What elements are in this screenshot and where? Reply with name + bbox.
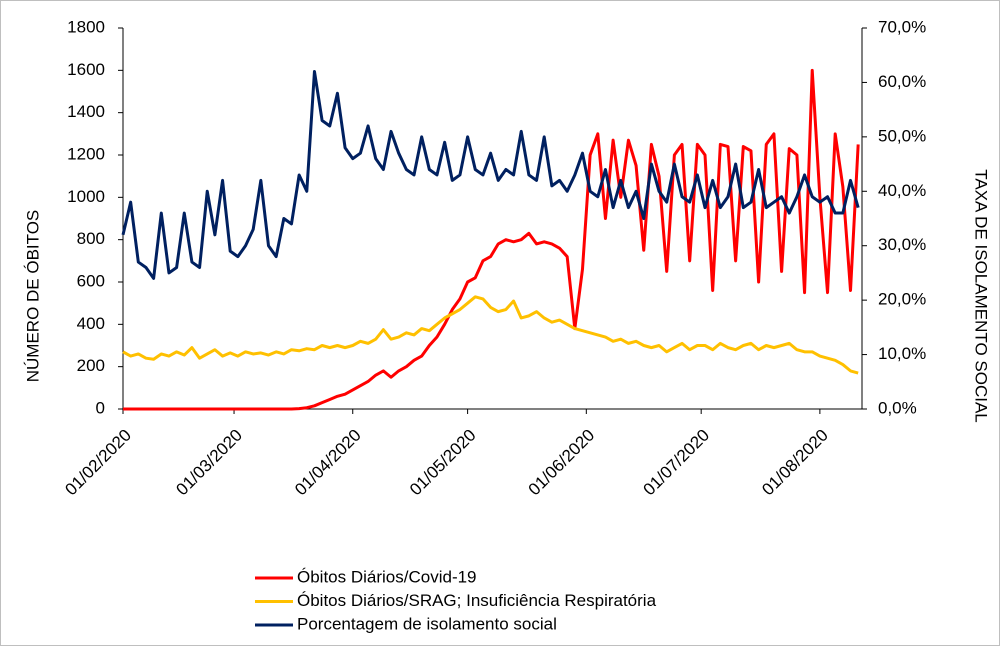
y-tick-label: 1200	[67, 144, 105, 163]
y2-tick-label: 60,0%	[878, 72, 926, 91]
y-tick-label: 1800	[67, 17, 105, 36]
y2-tick-label: 30,0%	[878, 235, 926, 254]
y2-tick-label: 50,0%	[878, 126, 926, 145]
y-axis-title: NÚMERO DE ÓBITOS	[23, 210, 42, 383]
legend-label: Porcentagem de isolamento social	[297, 614, 557, 633]
y2-axis-title: TAXA DE ISOLAMENTO SOCIAL	[972, 169, 991, 423]
y-tick-label: 800	[77, 229, 105, 248]
series-line	[123, 68, 860, 411]
y-tick-label: 1600	[67, 60, 105, 79]
y2-tick-label: 0,0%	[878, 398, 917, 417]
series-line	[122, 295, 859, 375]
series-line	[121, 70, 860, 280]
y2-tick-label: 10,0%	[878, 344, 926, 363]
y-tick-label: 1000	[67, 187, 105, 206]
legend-label: Óbitos Diários/SRAG; Insuficiência Respi…	[297, 591, 657, 610]
y-tick-label: 1400	[67, 102, 105, 121]
y-tick-label: 600	[77, 271, 105, 290]
y2-tick-label: 40,0%	[878, 181, 926, 200]
y2-tick-label: 20,0%	[878, 290, 926, 309]
legend-label: Óbitos Diários/Covid-19	[297, 567, 477, 586]
y-tick-label: 400	[77, 314, 105, 333]
y-tick-label: 200	[77, 356, 105, 375]
y-tick-label: 0	[96, 398, 105, 417]
y2-tick-label: 70,0%	[878, 17, 926, 36]
